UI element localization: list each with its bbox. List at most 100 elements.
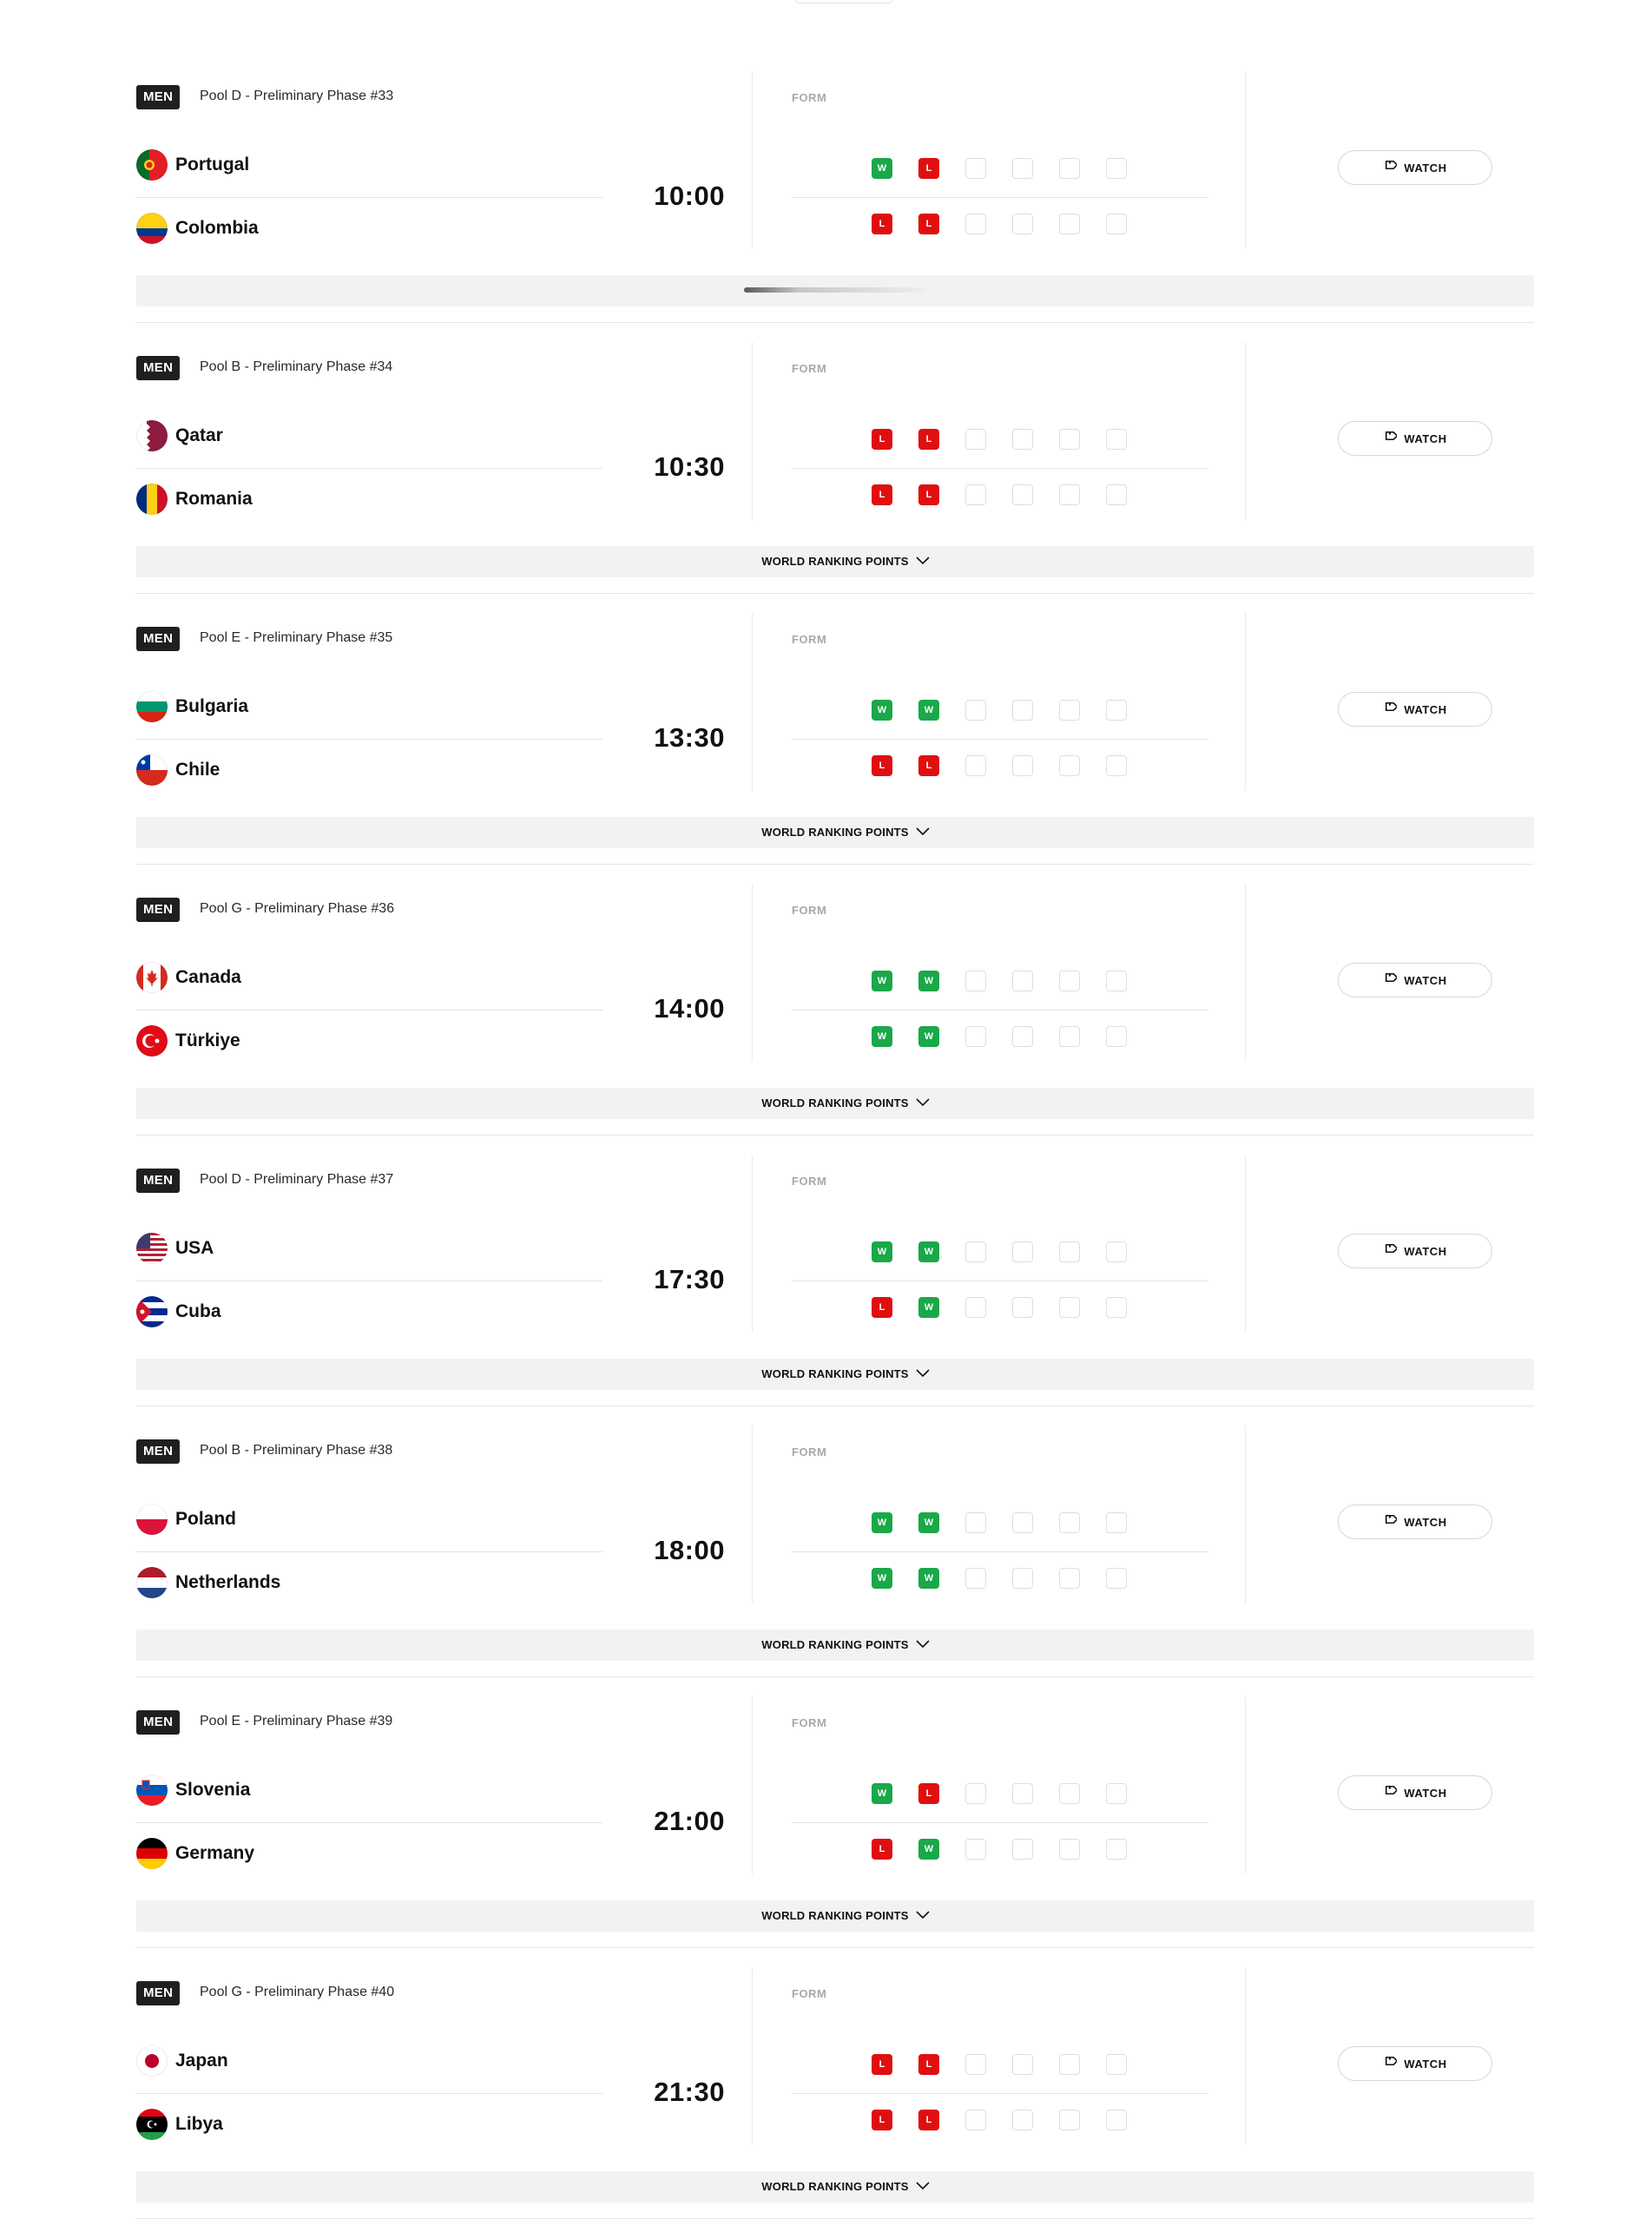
team-name: Japan	[175, 2051, 228, 2071]
form-result-empty	[1059, 1241, 1080, 1262]
tag-icon	[1383, 2048, 1399, 2080]
form-divider	[792, 468, 1208, 469]
form-result-empty	[965, 700, 986, 721]
match-separator	[136, 322, 1534, 323]
team-divider	[136, 1551, 602, 1552]
form-result-win: W	[872, 971, 892, 991]
form-result-loss: L	[918, 158, 939, 179]
match-card: MEN Pool E - Preliminary Phase #35 Bulgari…	[136, 568, 1534, 865]
team-name: Libya	[175, 2114, 223, 2134]
watch-button[interactable]: WATCH	[1338, 2046, 1492, 2081]
form-result-empty	[1106, 429, 1127, 450]
tag-icon	[1383, 1235, 1399, 1268]
world-ranking-points-toggle[interactable]: WORLD RANKING POINTS	[136, 1088, 1534, 1119]
match-body[interactable]: MEN Pool G - Preliminary Phase #40 Japan Li…	[136, 1922, 1534, 2145]
world-ranking-points-toggle[interactable]	[136, 275, 1534, 306]
watch-button[interactable]: WATCH	[1338, 692, 1492, 727]
form-result-empty	[1106, 971, 1127, 991]
column-divider	[752, 1426, 753, 1603]
form-result-loss: L	[918, 484, 939, 505]
form-result-empty	[1012, 214, 1033, 234]
category-badge: MEN	[136, 898, 181, 922]
match-body[interactable]: MEN Pool E - Preliminary Phase #39 Sloveni…	[136, 1651, 1534, 1874]
match-card: MEN Pool B - Preliminary Phase #38 Poland N…	[136, 1380, 1534, 1677]
watch-button-content: WATCH	[1339, 1505, 1491, 1538]
form-result-win: W	[872, 1568, 892, 1589]
form-result-loss: L	[872, 1297, 892, 1318]
form-result-loss: L	[918, 214, 939, 234]
watch-label: WATCH	[1404, 2057, 1447, 2071]
world-ranking-points-label: WORLD RANKING POINTS	[761, 1367, 909, 1380]
watch-button[interactable]: WATCH	[1338, 421, 1492, 456]
world-ranking-points-label: WORLD RANKING POINTS	[761, 1909, 909, 1922]
match-info: Pool D - Preliminary Phase #33	[200, 89, 394, 103]
team-name: Canada	[175, 967, 241, 987]
form-result-empty	[965, 1512, 986, 1533]
match-body[interactable]: MEN Pool B - Preliminary Phase #38 Poland N…	[136, 1380, 1534, 1603]
form-result-empty	[1106, 755, 1127, 776]
chevron-down-icon	[916, 1359, 930, 1390]
form-divider	[792, 1010, 1208, 1011]
match-body[interactable]: MEN Pool D - Preliminary Phase #33 Portuga…	[136, 26, 1534, 249]
form-result-empty	[965, 2054, 986, 2075]
kickoff-time: 14:00	[654, 993, 725, 1024]
watch-button[interactable]: WATCH	[1338, 1775, 1492, 1810]
form-result-empty	[1106, 158, 1127, 179]
match-body[interactable]: MEN Pool B - Preliminary Phase #34 Qatar Ro…	[136, 297, 1534, 520]
match-card: MEN Pool G - Preliminary Phase #36 Canada T…	[136, 839, 1534, 1136]
world-ranking-points-toggle[interactable]: WORLD RANKING POINTS	[136, 1630, 1534, 1661]
match-separator	[136, 864, 1534, 865]
team-name: Qatar	[175, 425, 223, 445]
column-divider	[1245, 71, 1246, 249]
form-result-loss: L	[872, 214, 892, 234]
tag-icon	[1383, 694, 1399, 726]
match-body[interactable]: MEN Pool D - Preliminary Phase #37 USA Cuba…	[136, 1110, 1534, 1333]
form-result-empty	[1012, 484, 1033, 505]
world-ranking-points-toggle[interactable]: WORLD RANKING POINTS	[136, 546, 1534, 577]
match-body[interactable]: MEN Pool E - Preliminary Phase #35 Bulgari…	[136, 568, 1534, 791]
team-name: Netherlands	[175, 1572, 281, 1592]
form-result-empty	[1012, 158, 1033, 179]
form-result-empty	[1059, 484, 1080, 505]
form-result-empty	[1059, 1783, 1080, 1804]
form-result-empty	[965, 158, 986, 179]
colombia-flag-icon	[136, 213, 168, 244]
match-body[interactable]: MEN Pool G - Preliminary Phase #36 Canada T…	[136, 839, 1534, 1062]
germany-flag-icon	[136, 1838, 168, 1869]
form-result-empty	[965, 1783, 986, 1804]
team-divider	[136, 1822, 602, 1823]
watch-button[interactable]: WATCH	[1338, 1505, 1492, 1539]
form-result-empty	[1106, 1026, 1127, 1047]
column-divider	[1245, 1696, 1246, 1874]
watch-button[interactable]: WATCH	[1338, 150, 1492, 185]
team-name: USA	[175, 1238, 214, 1258]
form-result-empty	[1059, 1026, 1080, 1047]
team-name: Bulgaria	[175, 696, 249, 716]
form-label: FORM	[792, 1987, 827, 2000]
form-result-empty	[1059, 2110, 1080, 2130]
chevron-down-icon	[916, 817, 930, 848]
form-result-empty	[1059, 700, 1080, 721]
kickoff-time: 17:30	[654, 1264, 725, 1294]
form-result-loss: L	[872, 429, 892, 450]
chevron-down-icon	[916, 1630, 930, 1661]
world-ranking-points-toggle[interactable]: WORLD RANKING POINTS	[136, 817, 1534, 848]
form-result-win: W	[872, 700, 892, 721]
world-ranking-points-toggle[interactable]: WORLD RANKING POINTS	[136, 2171, 1534, 2203]
form-result-empty	[1012, 1783, 1033, 1804]
form-result-win: W	[918, 1026, 939, 1047]
team-name: Cuba	[175, 1301, 221, 1321]
watch-button[interactable]: WATCH	[1338, 1234, 1492, 1268]
form-result-empty	[1012, 1568, 1033, 1589]
form-result-win: W	[872, 1512, 892, 1533]
match-separator	[136, 1947, 1534, 1948]
world-ranking-points-toggle[interactable]: WORLD RANKING POINTS	[136, 1359, 1534, 1390]
watch-button[interactable]: WATCH	[1338, 963, 1492, 998]
world-ranking-points-toggle[interactable]: WORLD RANKING POINTS	[136, 1900, 1534, 1932]
portugal-flag-icon	[136, 149, 168, 181]
japan-flag-icon	[136, 2045, 168, 2077]
column-divider	[752, 884, 753, 1062]
team-divider	[136, 739, 602, 740]
form-result-win: W	[918, 1568, 939, 1589]
form-result-empty	[1059, 158, 1080, 179]
